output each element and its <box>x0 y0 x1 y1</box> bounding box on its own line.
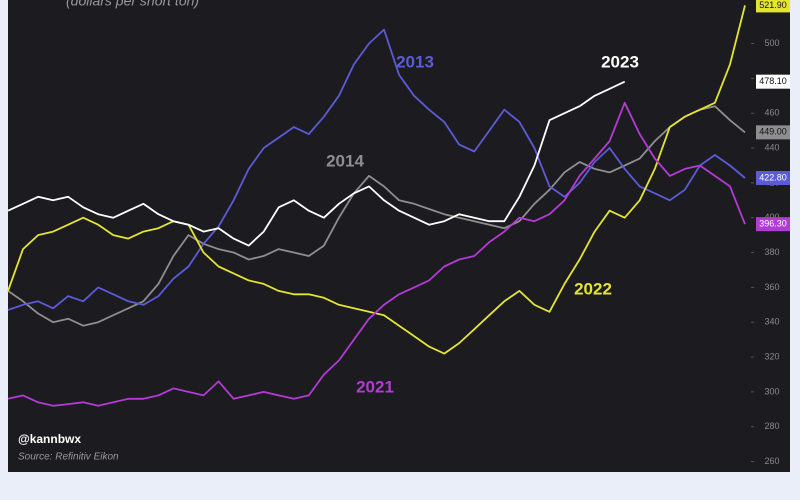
end-value-tag: 521.90 <box>756 0 790 13</box>
end-value-tag: 422.80 <box>756 171 790 186</box>
end-value-tag: 396.30 <box>756 217 790 232</box>
end-value-label: 422.80 <box>759 172 787 182</box>
series-line <box>7 101 746 407</box>
y-tick-label: 500 <box>764 38 779 48</box>
y-tick-label: 380 <box>764 247 779 257</box>
author-handle: @kannbwx <box>18 432 81 446</box>
series-label: 2022 <box>574 279 612 298</box>
end-value-box <box>756 171 790 186</box>
y-tick-label: 260 <box>764 456 779 466</box>
end-value-box <box>756 74 790 89</box>
y-tick-label: 440 <box>764 142 779 152</box>
series-line <box>7 28 746 311</box>
end-value-label: 478.10 <box>759 76 787 86</box>
series-line <box>7 80 626 247</box>
y-tick-label: 460 <box>764 108 779 118</box>
end-value-label: 521.90 <box>759 0 787 10</box>
source-note: Source: Refinitiv Eikon <box>18 452 119 463</box>
y-tick-label: 320 <box>764 351 779 361</box>
y-tick-label: 360 <box>764 282 779 292</box>
end-value-tag: 449.00 <box>756 125 790 140</box>
y-tick-label: 340 <box>764 317 779 327</box>
end-value-box <box>756 0 790 13</box>
series-label: 2021 <box>356 377 394 396</box>
chart-subtitle: (dollars per short ton) <box>66 0 199 9</box>
end-value-label: 396.30 <box>759 219 787 229</box>
series-label: 2013 <box>396 52 434 71</box>
series-label: 2014 <box>326 151 364 170</box>
y-tick-label: 280 <box>764 421 779 431</box>
y-tick-label: 300 <box>764 386 779 396</box>
y-tick-label: 400 <box>764 212 779 222</box>
series-line <box>7 5 746 355</box>
end-value-tag: 478.10 <box>756 74 790 89</box>
chart-panel <box>8 0 790 472</box>
end-value-label: 449.00 <box>759 127 787 137</box>
series-label: 2023 <box>601 52 639 71</box>
end-value-box <box>756 125 790 140</box>
end-value-box <box>756 217 790 232</box>
